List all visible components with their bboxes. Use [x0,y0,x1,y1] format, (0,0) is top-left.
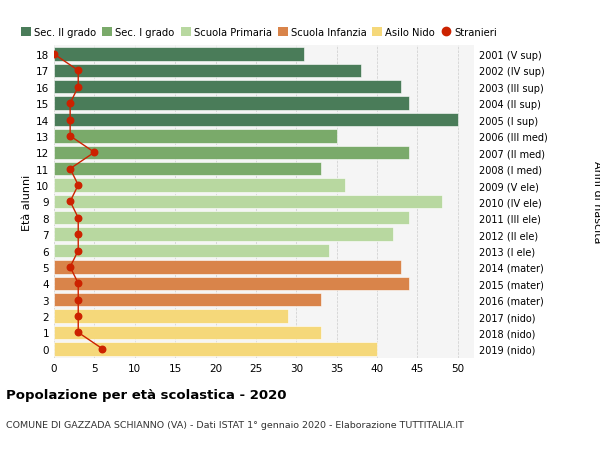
Point [98,345,107,353]
Point [73,280,83,287]
Bar [54,261,401,274]
Bar [54,146,409,160]
Point [65,133,75,140]
Text: Popolazione per età scolastica - 2020: Popolazione per età scolastica - 2020 [6,388,287,401]
Point [49,51,59,59]
Bar [54,195,442,209]
Legend: Sec. II grado, Sec. I grado, Scuola Primaria, Scuola Infanzia, Asilo Nido, Stran: Sec. II grado, Sec. I grado, Scuola Prim… [21,28,497,38]
Point [73,182,83,189]
Y-axis label: Età alunni: Età alunni [22,174,32,230]
Point [73,297,83,304]
Bar [54,277,409,291]
Bar [54,244,329,257]
Bar [54,228,393,241]
Bar [54,130,337,143]
Bar [54,65,361,78]
Point [65,117,75,124]
Bar [54,212,409,225]
Bar [54,113,458,127]
Point [73,247,83,255]
Point [73,313,83,320]
Bar [54,48,304,62]
Point [73,231,83,238]
Point [73,84,83,91]
Bar [54,326,320,339]
Bar [54,293,320,307]
Point [73,67,83,75]
Point [89,149,99,157]
Bar [54,310,288,323]
Text: Anni di nascita: Anni di nascita [592,161,600,243]
Bar [54,342,377,356]
Bar [54,162,320,176]
Point [73,215,83,222]
Text: COMUNE DI GAZZADA SCHIANNO (VA) - Dati ISTAT 1° gennaio 2020 - Elaborazione TUTT: COMUNE DI GAZZADA SCHIANNO (VA) - Dati I… [6,420,464,429]
Bar [54,179,345,192]
Bar [54,81,401,94]
Point [73,329,83,336]
Point [65,198,75,206]
Point [65,166,75,173]
Point [65,100,75,107]
Bar [54,97,409,111]
Point [65,263,75,271]
